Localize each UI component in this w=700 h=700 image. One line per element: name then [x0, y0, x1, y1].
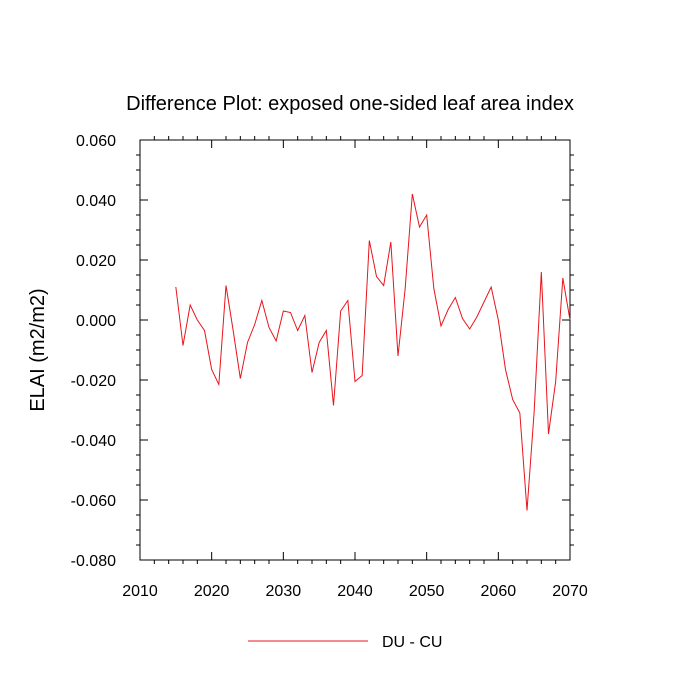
y-tick-label: 0.040: [76, 193, 116, 210]
series-line-du-cu: [175, 193, 571, 511]
y-tick-label: -0.040: [71, 433, 116, 450]
y-tick-label: 0.060: [76, 133, 116, 150]
chart-title: Difference Plot: exposed one-sided leaf …: [126, 93, 574, 115]
legend: DU - CU: [248, 634, 442, 651]
x-tick-label: 2020: [194, 583, 230, 600]
x-tick-label: 2050: [409, 583, 445, 600]
y-tick-label: 0.020: [76, 253, 116, 270]
x-tick-label: 2070: [552, 583, 588, 600]
x-tick-label: 2060: [481, 583, 517, 600]
legend-label-du-cu: DU - CU: [382, 634, 442, 651]
plot-area: 2010 2020 2030 2040 2050 2060 2070 -0.080 -0.060…: [71, 133, 588, 600]
x-tick-label: 2040: [337, 583, 373, 600]
y-tick-label: -0.020: [71, 373, 116, 390]
x-tick-label: 2030: [266, 583, 302, 600]
plot-frame: [139, 139, 571, 561]
y-tick-label: -0.080: [71, 553, 116, 570]
x-tick-label: 2010: [122, 583, 158, 600]
y-axis-label: ELAI (m2/m2): [27, 288, 49, 411]
y-tick-label: -0.060: [71, 493, 116, 510]
y-tick-label: 0.000: [76, 313, 116, 330]
